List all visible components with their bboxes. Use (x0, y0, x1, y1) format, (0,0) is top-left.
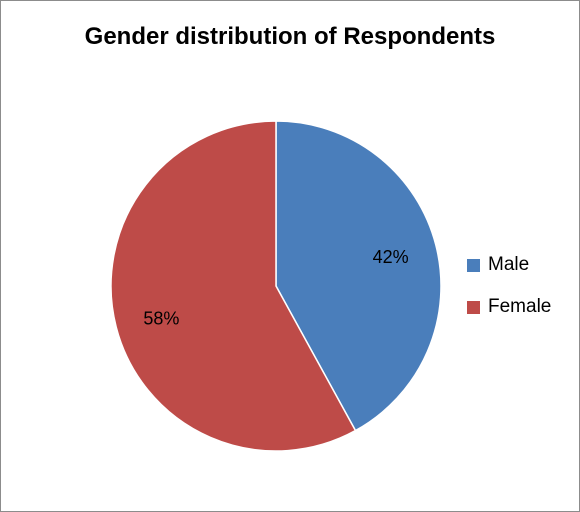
legend-item-male: Male (467, 253, 551, 277)
pie-slice-male (275, 120, 442, 432)
data-label-female: 58% (143, 309, 179, 329)
legend-swatch-male (467, 258, 480, 272)
chart-title: Gender distribution of Respondents (84, 23, 496, 50)
legend-label-male: Male (488, 254, 530, 275)
data-label-male: 42% (373, 247, 409, 267)
legend-label-female: Female (488, 296, 552, 317)
legend-swatch-female (467, 300, 480, 314)
legend: Male Female (467, 253, 551, 337)
pie-slice-female (110, 120, 357, 452)
legend-item-female: Female (467, 295, 551, 319)
